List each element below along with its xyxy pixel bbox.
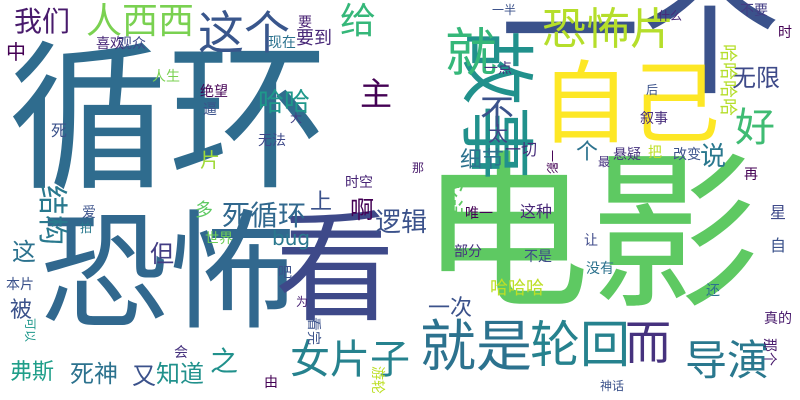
word: 现在: [268, 35, 296, 51]
word: 啊: [350, 196, 374, 224]
word: 没有: [586, 261, 614, 277]
word: 要到: [296, 28, 332, 49]
word: 哈哈哈: [490, 278, 544, 299]
word: 弗斯: [10, 360, 55, 385]
word: 逻辑: [375, 208, 428, 238]
word: 之: [210, 345, 239, 378]
word: 恐怖片: [542, 4, 674, 55]
word: 又: [132, 362, 156, 390]
word: 逼: [203, 102, 217, 118]
word: 最: [598, 155, 611, 169]
word: 片: [200, 148, 220, 172]
word: 时空: [345, 175, 373, 191]
word: 但: [150, 240, 174, 268]
word: 我们: [14, 5, 71, 38]
word: 被: [10, 298, 33, 323]
word: 星: [770, 203, 787, 222]
word: 一影: [545, 150, 559, 175]
word: 不是: [524, 249, 552, 265]
word: 太: [488, 122, 508, 146]
word: 而: [625, 316, 671, 370]
word: 大: [290, 111, 303, 125]
word: 这: [12, 238, 36, 266]
word: 再: [744, 167, 758, 183]
word: 吧: [278, 265, 292, 281]
word: 一点: [484, 61, 512, 77]
word: 一个: [500, 0, 781, 116]
word: 唯一: [465, 206, 493, 222]
word: 不: [480, 93, 514, 133]
word: 观众: [118, 36, 146, 52]
word: 循环: [8, 26, 329, 213]
word: 真的: [764, 311, 792, 327]
word: 部分: [454, 244, 482, 260]
word: 给: [340, 1, 377, 42]
word: 悬疑: [613, 147, 641, 163]
word: 哈哈: [258, 88, 311, 118]
word: 恐怖: [40, 199, 297, 348]
word: 还: [706, 283, 720, 299]
word: 看: [275, 200, 395, 339]
word: 人西西: [86, 1, 195, 42]
word: 好: [735, 105, 775, 151]
word: 为: [296, 295, 309, 309]
word: bug: [272, 226, 311, 250]
word: 爱: [82, 205, 96, 221]
word: 死神: [70, 360, 118, 388]
word: 主: [360, 75, 393, 113]
word: 轮回: [530, 316, 630, 374]
word: 知道: [156, 360, 204, 388]
word: 人生: [152, 69, 180, 85]
word: 要: [298, 15, 312, 31]
word: 自: [770, 236, 787, 255]
word: 什么: [658, 9, 683, 23]
word: 导演: [685, 336, 770, 385]
word: 细节: [460, 148, 505, 173]
word: 世界: [205, 231, 233, 247]
word: 一半: [492, 3, 517, 17]
word: 不要: [740, 3, 768, 19]
word: 由: [264, 375, 278, 391]
word: 死: [51, 121, 68, 140]
word: 个: [576, 140, 599, 165]
word: 就: [445, 24, 498, 84]
word: 改变: [673, 147, 701, 163]
word: 时: [778, 25, 792, 41]
word: 上: [310, 190, 333, 215]
word: 一次: [428, 296, 473, 321]
word: 后: [646, 83, 659, 97]
word: 自己: [540, 52, 720, 157]
word: 会: [174, 345, 188, 361]
word: 女片子: [290, 337, 410, 383]
word: 那个: [761, 338, 777, 366]
word: 这种: [520, 202, 553, 221]
word: 把: [648, 145, 662, 161]
word: 绝望: [200, 84, 228, 100]
word: 多: [195, 200, 213, 221]
word: 那: [412, 161, 425, 175]
word: 一切: [505, 140, 538, 159]
word: 本片: [6, 277, 34, 293]
word: 哈哈哈哈: [717, 44, 738, 116]
word: 无限: [732, 64, 780, 92]
word: 游轮: [369, 366, 385, 394]
word: 无法: [258, 133, 286, 149]
word: 就是: [420, 315, 532, 380]
word: 让: [584, 233, 598, 249]
word: 结构: [34, 185, 69, 245]
word: 拍: [80, 221, 93, 235]
word: 看完: [305, 317, 321, 345]
word: 这个: [198, 6, 290, 60]
word: 可以: [23, 318, 37, 343]
word: 永远: [438, 175, 466, 223]
word: 中: [6, 40, 26, 64]
word: 说: [700, 142, 727, 172]
word: 喜欢: [96, 36, 124, 52]
word: 叙事: [640, 111, 668, 127]
word: 神话: [600, 379, 625, 393]
word: 电影: [420, 136, 761, 334]
word: 死循环: [222, 199, 307, 232]
